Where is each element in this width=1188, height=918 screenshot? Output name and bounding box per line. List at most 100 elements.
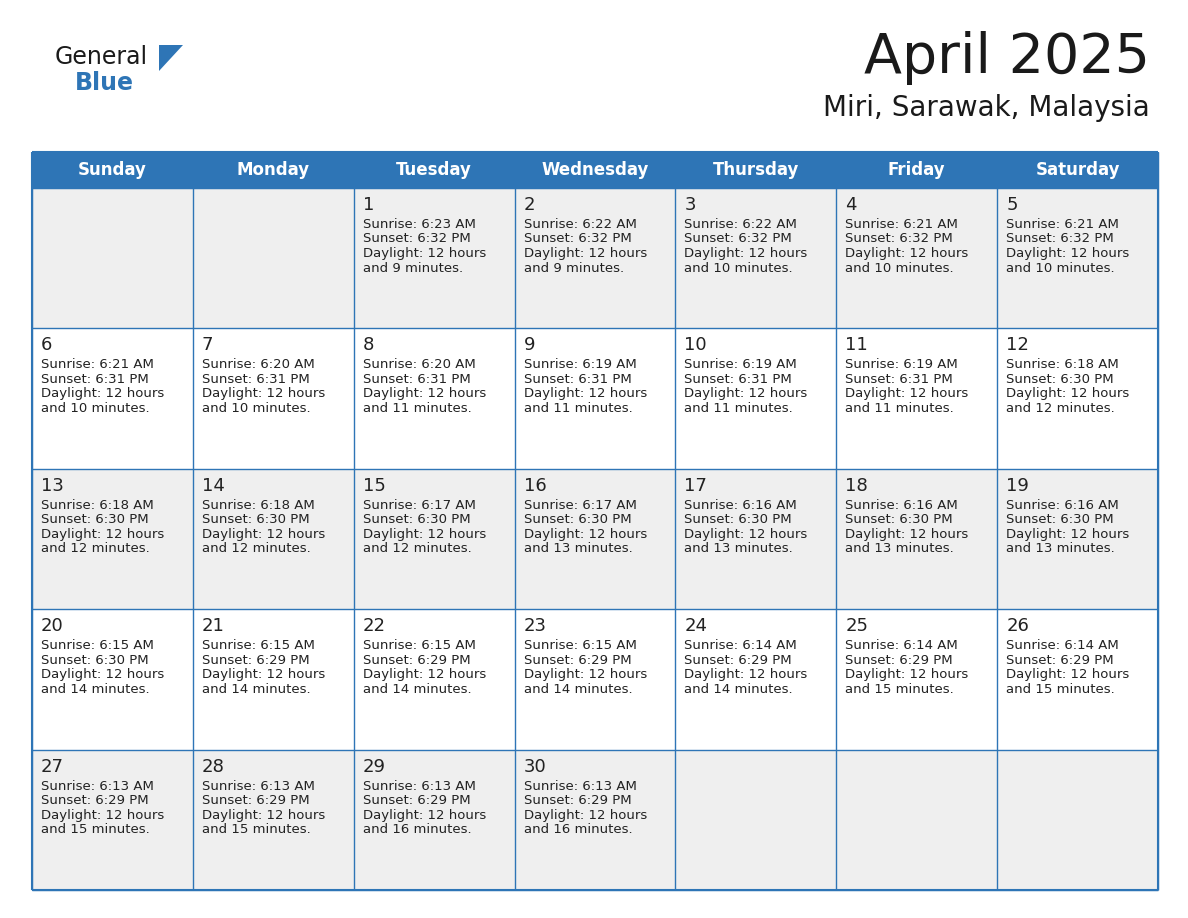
Bar bbox=[997, 329, 1158, 469]
Text: 27: 27 bbox=[42, 757, 64, 776]
Text: Sunrise: 6:18 AM: Sunrise: 6:18 AM bbox=[42, 498, 153, 512]
Text: Sunrise: 6:17 AM: Sunrise: 6:17 AM bbox=[362, 498, 475, 512]
Text: Sunset: 6:29 PM: Sunset: 6:29 PM bbox=[1006, 654, 1114, 666]
Text: Daylight: 12 hours: Daylight: 12 hours bbox=[202, 668, 326, 681]
Text: 26: 26 bbox=[1006, 617, 1029, 635]
Text: Sunrise: 6:18 AM: Sunrise: 6:18 AM bbox=[1006, 358, 1119, 372]
Text: 9: 9 bbox=[524, 336, 535, 354]
Text: Sunset: 6:32 PM: Sunset: 6:32 PM bbox=[524, 232, 631, 245]
Bar bbox=[514, 188, 676, 329]
Text: Sunrise: 6:14 AM: Sunrise: 6:14 AM bbox=[846, 639, 958, 652]
Text: and 11 minutes.: and 11 minutes. bbox=[524, 402, 632, 415]
Bar bbox=[192, 469, 354, 610]
Text: Saturday: Saturday bbox=[1035, 161, 1120, 179]
Text: General: General bbox=[55, 45, 148, 69]
Bar bbox=[836, 188, 997, 329]
Text: and 13 minutes.: and 13 minutes. bbox=[846, 543, 954, 555]
Text: and 9 minutes.: and 9 minutes. bbox=[524, 262, 624, 274]
Text: 25: 25 bbox=[846, 617, 868, 635]
Text: and 12 minutes.: and 12 minutes. bbox=[362, 543, 472, 555]
Text: 10: 10 bbox=[684, 336, 707, 354]
Text: Sunset: 6:29 PM: Sunset: 6:29 PM bbox=[524, 794, 631, 807]
Text: Sunrise: 6:16 AM: Sunrise: 6:16 AM bbox=[684, 498, 797, 512]
Bar bbox=[836, 329, 997, 469]
Text: and 13 minutes.: and 13 minutes. bbox=[684, 543, 794, 555]
Text: and 15 minutes.: and 15 minutes. bbox=[846, 683, 954, 696]
Text: 17: 17 bbox=[684, 476, 707, 495]
Text: Daylight: 12 hours: Daylight: 12 hours bbox=[524, 247, 646, 260]
Text: 14: 14 bbox=[202, 476, 225, 495]
Bar bbox=[354, 329, 514, 469]
Text: Sunset: 6:29 PM: Sunset: 6:29 PM bbox=[202, 794, 310, 807]
Text: 29: 29 bbox=[362, 757, 386, 776]
Text: Tuesday: Tuesday bbox=[397, 161, 472, 179]
Text: Thursday: Thursday bbox=[713, 161, 800, 179]
Bar bbox=[676, 610, 836, 750]
Text: Daylight: 12 hours: Daylight: 12 hours bbox=[684, 668, 808, 681]
Text: Sunrise: 6:14 AM: Sunrise: 6:14 AM bbox=[684, 639, 797, 652]
Text: 28: 28 bbox=[202, 757, 225, 776]
Text: Sunset: 6:30 PM: Sunset: 6:30 PM bbox=[362, 513, 470, 526]
Text: Sunrise: 6:21 AM: Sunrise: 6:21 AM bbox=[846, 218, 959, 231]
Text: and 14 minutes.: and 14 minutes. bbox=[202, 683, 310, 696]
Text: 11: 11 bbox=[846, 336, 868, 354]
Text: 19: 19 bbox=[1006, 476, 1029, 495]
Text: Sunrise: 6:19 AM: Sunrise: 6:19 AM bbox=[684, 358, 797, 372]
Text: Sunrise: 6:15 AM: Sunrise: 6:15 AM bbox=[524, 639, 637, 652]
Bar bbox=[836, 750, 997, 890]
Text: Sunset: 6:32 PM: Sunset: 6:32 PM bbox=[362, 232, 470, 245]
Text: Daylight: 12 hours: Daylight: 12 hours bbox=[202, 528, 326, 541]
Text: 30: 30 bbox=[524, 757, 546, 776]
Text: Sunset: 6:31 PM: Sunset: 6:31 PM bbox=[202, 373, 310, 386]
Bar bbox=[514, 329, 676, 469]
Text: 24: 24 bbox=[684, 617, 707, 635]
Text: Sunset: 6:30 PM: Sunset: 6:30 PM bbox=[202, 513, 310, 526]
Bar bbox=[32, 329, 192, 469]
Text: Sunrise: 6:14 AM: Sunrise: 6:14 AM bbox=[1006, 639, 1119, 652]
Bar bbox=[997, 188, 1158, 329]
Text: 23: 23 bbox=[524, 617, 546, 635]
Text: Sunset: 6:32 PM: Sunset: 6:32 PM bbox=[846, 232, 953, 245]
Text: and 15 minutes.: and 15 minutes. bbox=[42, 823, 150, 836]
Text: April 2025: April 2025 bbox=[864, 31, 1150, 85]
Text: Daylight: 12 hours: Daylight: 12 hours bbox=[362, 387, 486, 400]
Polygon shape bbox=[159, 45, 183, 71]
Text: Daylight: 12 hours: Daylight: 12 hours bbox=[42, 387, 164, 400]
Text: 18: 18 bbox=[846, 476, 868, 495]
Text: Daylight: 12 hours: Daylight: 12 hours bbox=[42, 809, 164, 822]
Text: and 16 minutes.: and 16 minutes. bbox=[362, 823, 472, 836]
Text: and 10 minutes.: and 10 minutes. bbox=[1006, 262, 1114, 274]
Text: 5: 5 bbox=[1006, 196, 1018, 214]
Text: Sunset: 6:29 PM: Sunset: 6:29 PM bbox=[42, 794, 148, 807]
Text: Sunset: 6:29 PM: Sunset: 6:29 PM bbox=[684, 654, 792, 666]
Bar bbox=[192, 750, 354, 890]
Bar bbox=[676, 469, 836, 610]
Text: Sunrise: 6:13 AM: Sunrise: 6:13 AM bbox=[524, 779, 637, 792]
Text: Daylight: 12 hours: Daylight: 12 hours bbox=[684, 387, 808, 400]
Text: and 11 minutes.: and 11 minutes. bbox=[846, 402, 954, 415]
Text: Sunset: 6:31 PM: Sunset: 6:31 PM bbox=[846, 373, 953, 386]
Text: Daylight: 12 hours: Daylight: 12 hours bbox=[42, 528, 164, 541]
Text: Sunrise: 6:22 AM: Sunrise: 6:22 AM bbox=[524, 218, 637, 231]
Text: Miri, Sarawak, Malaysia: Miri, Sarawak, Malaysia bbox=[823, 94, 1150, 122]
Text: Sunset: 6:30 PM: Sunset: 6:30 PM bbox=[1006, 513, 1114, 526]
Text: Daylight: 12 hours: Daylight: 12 hours bbox=[524, 528, 646, 541]
Text: Sunrise: 6:21 AM: Sunrise: 6:21 AM bbox=[42, 358, 154, 372]
Text: and 11 minutes.: and 11 minutes. bbox=[362, 402, 472, 415]
Bar bbox=[354, 610, 514, 750]
Text: and 14 minutes.: and 14 minutes. bbox=[684, 683, 794, 696]
Text: Daylight: 12 hours: Daylight: 12 hours bbox=[846, 668, 968, 681]
Text: Daylight: 12 hours: Daylight: 12 hours bbox=[202, 387, 326, 400]
Text: Sunset: 6:29 PM: Sunset: 6:29 PM bbox=[362, 654, 470, 666]
Text: 2: 2 bbox=[524, 196, 535, 214]
Text: and 14 minutes.: and 14 minutes. bbox=[42, 683, 150, 696]
Text: 22: 22 bbox=[362, 617, 386, 635]
Bar bbox=[32, 750, 192, 890]
Bar bbox=[192, 610, 354, 750]
Bar bbox=[514, 750, 676, 890]
Bar bbox=[836, 610, 997, 750]
Bar bbox=[997, 610, 1158, 750]
Text: Sunset: 6:30 PM: Sunset: 6:30 PM bbox=[42, 654, 148, 666]
Text: and 10 minutes.: and 10 minutes. bbox=[42, 402, 150, 415]
Text: Sunset: 6:30 PM: Sunset: 6:30 PM bbox=[42, 513, 148, 526]
